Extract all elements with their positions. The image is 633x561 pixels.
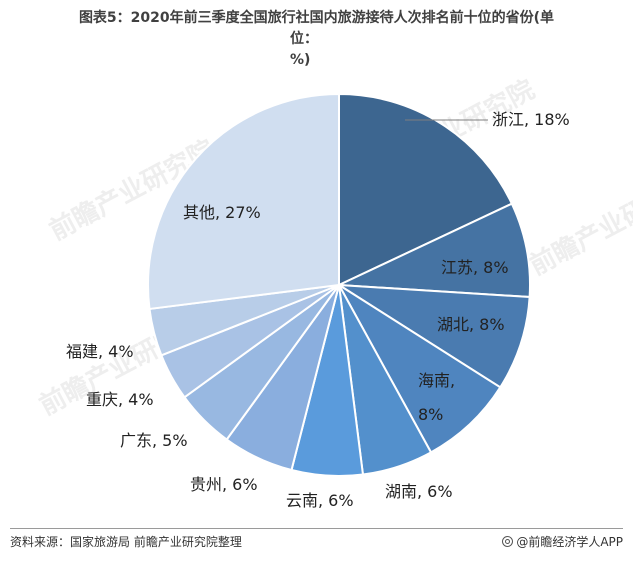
slice-label-湖北: 湖北, 8% [437, 315, 505, 334]
chart-title-line2: 位：%) [290, 31, 318, 68]
slice-label-重庆: 重庆, 4% [86, 390, 154, 409]
source-note: 资料来源：国家旅游局 前瞻产业研究院整理 [10, 535, 242, 549]
brand-logo-icon [502, 536, 514, 547]
slice-label-云南: 云南, 6% [286, 491, 354, 510]
brand-text: @前瞻经济学人APP [516, 535, 623, 549]
footer-divider [10, 528, 623, 529]
slice-label-海南: 8% [418, 405, 443, 424]
pie-slice-浙江 [338, 92, 514, 287]
chart-title: 图表5：2020年前三季度全国旅行社国内旅游接待人次排名前十位的省份(单 位：%… [10, 8, 623, 71]
slice-label-福建: 福建, 4% [66, 342, 134, 361]
brand-credit: @前瞻经济学人APP [502, 533, 623, 550]
pie-slice-其他 [147, 92, 340, 311]
pie-slice-湖北 [338, 284, 531, 389]
slice-label-湖南: 湖南, 6% [385, 482, 453, 501]
slice-label-海南: 海南, [418, 371, 455, 390]
slice-label-贵州: 贵州, 6% [190, 475, 258, 494]
slice-label-浙江: 浙江, 18% [492, 110, 570, 129]
slice-label-其他: 其他, 27% [183, 203, 261, 222]
pie-slice-海南 [338, 284, 502, 454]
pie-slice-江苏 [338, 202, 531, 299]
slice-label-江苏: 江苏, 8% [441, 258, 509, 277]
slice-label-广东: 广东, 5% [120, 431, 188, 450]
chart-title-line1: 图表5：2020年前三季度全国旅行社国内旅游接待人次排名前十位的省份(单 [78, 10, 555, 26]
